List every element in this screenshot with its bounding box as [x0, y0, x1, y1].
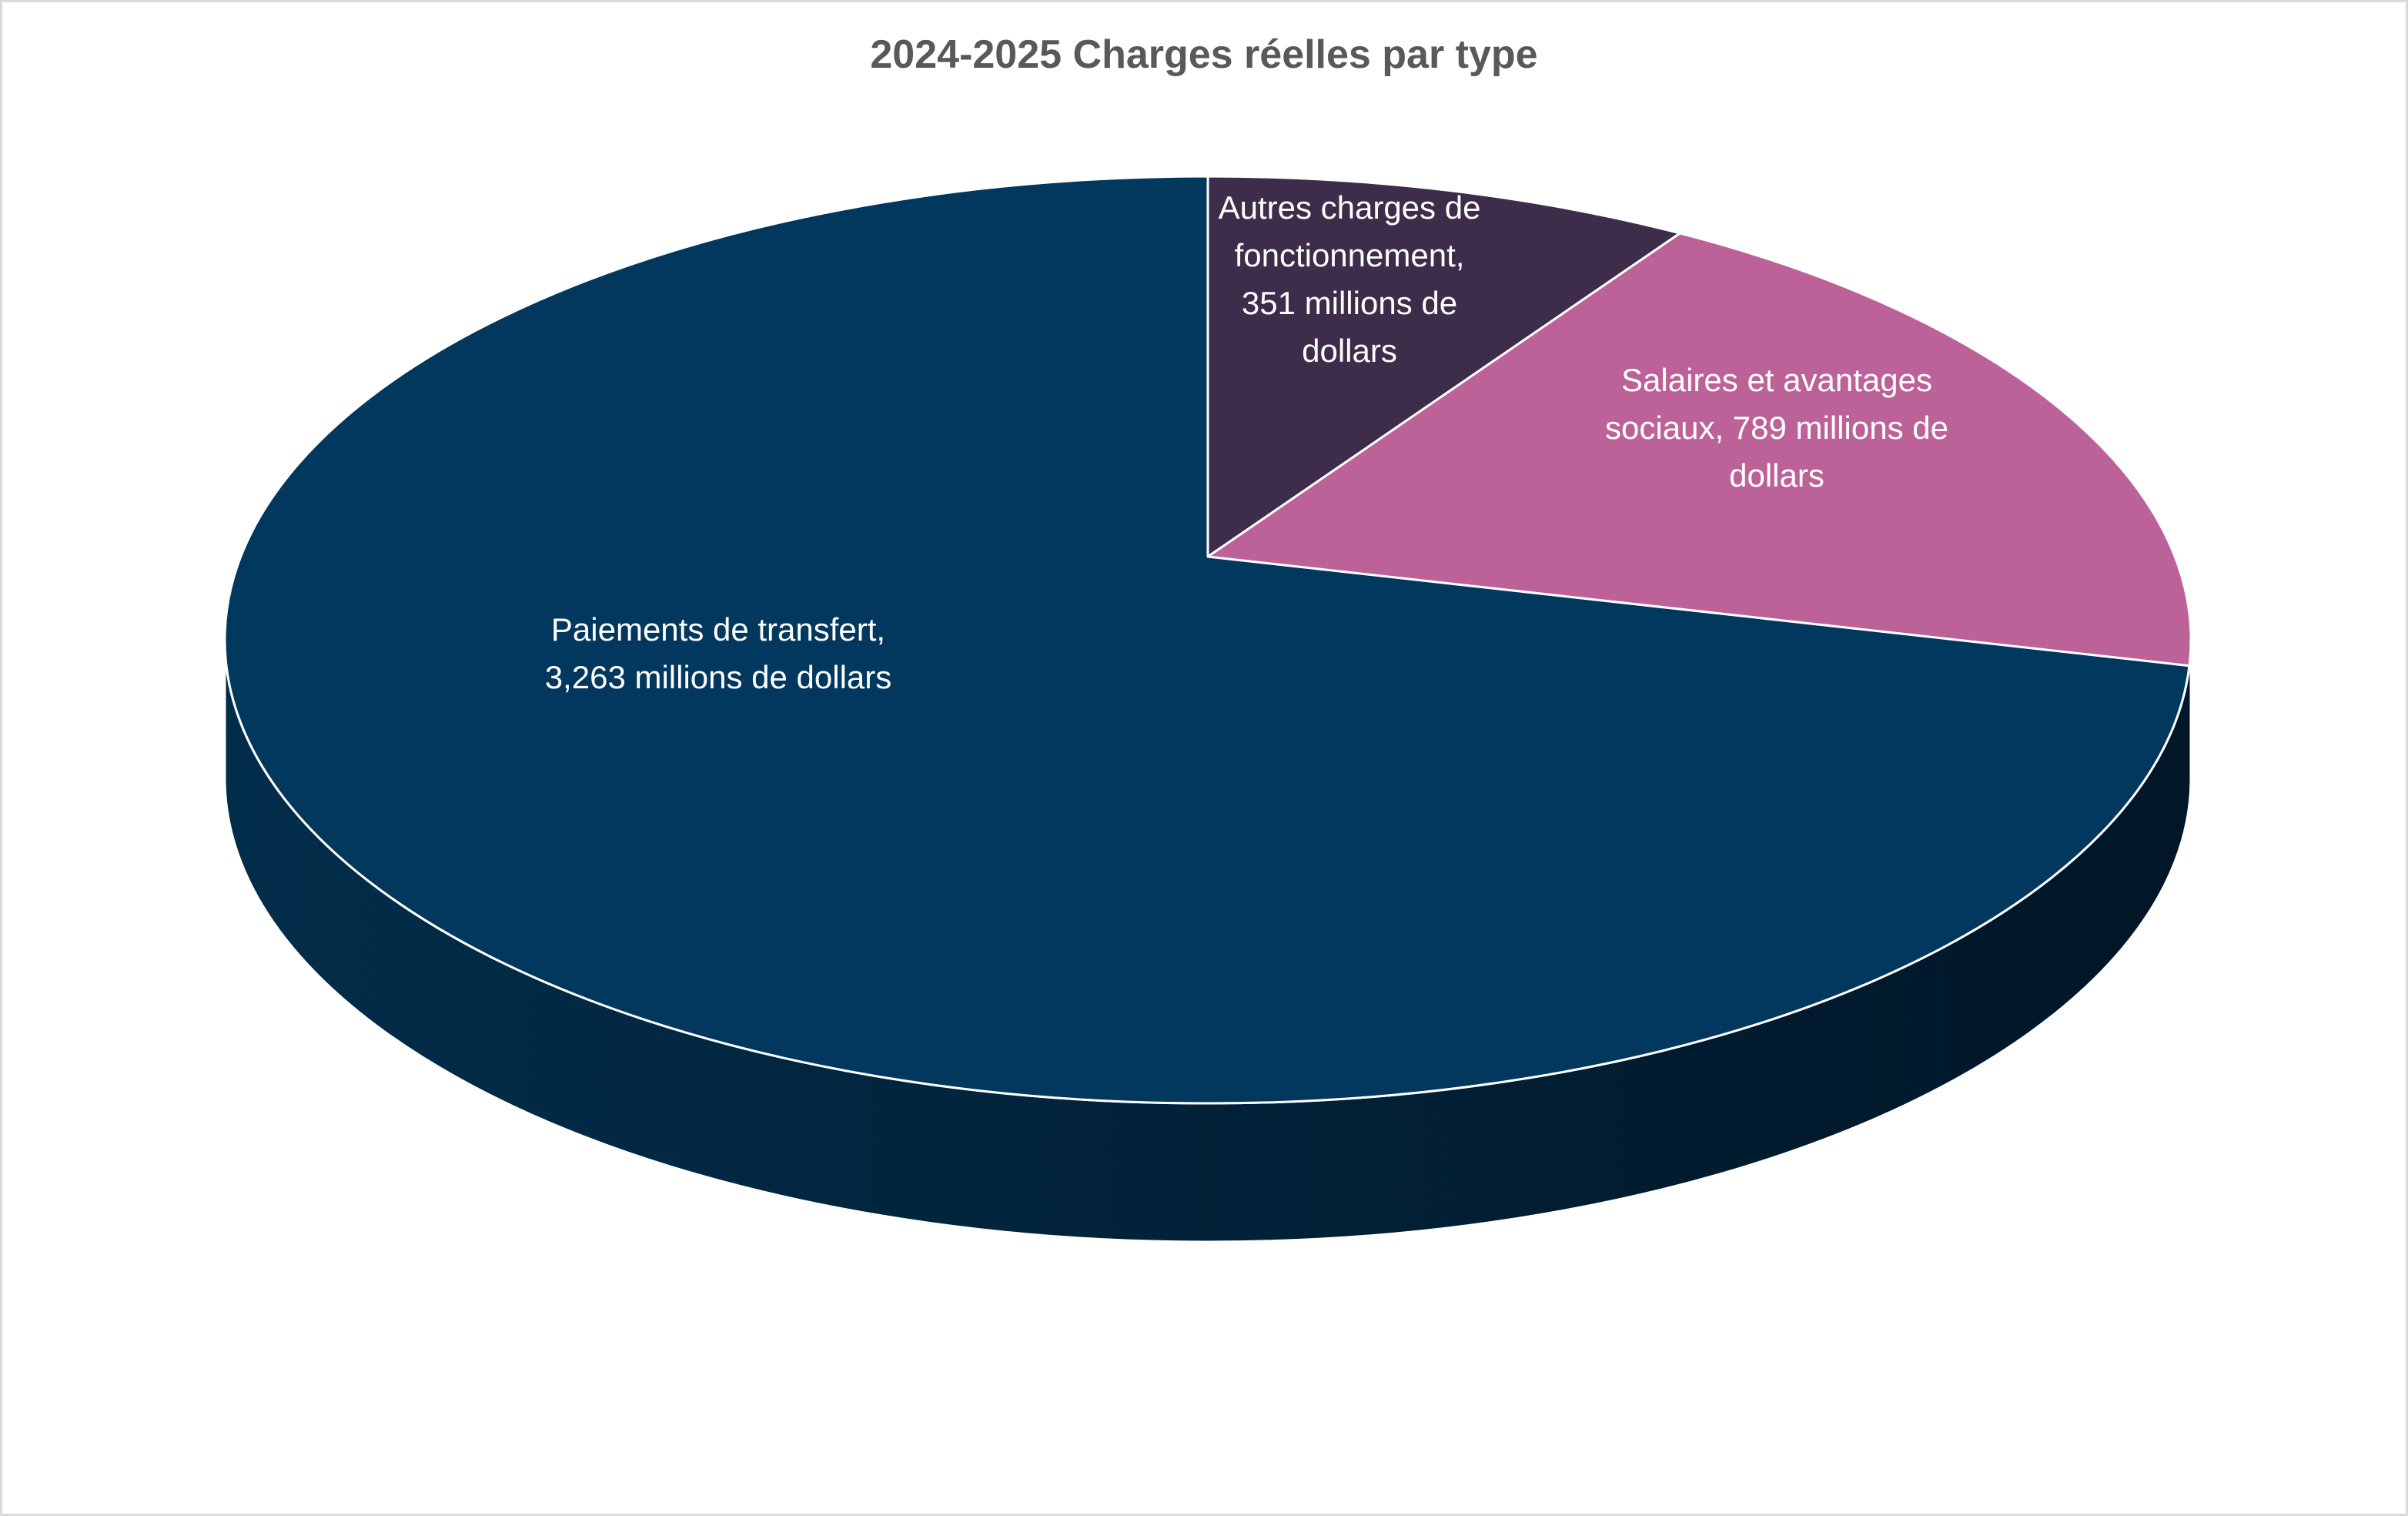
data-label-salaires: Salaires et avantages sociaux, 789 milli…: [1605, 362, 1948, 494]
slice-salaires: [1206, 232, 2192, 668]
data-label-autres: Autres charges de fonctionnement, 351 mi…: [1218, 189, 1481, 369]
slice-paiements: [223, 175, 2191, 1105]
data-label-paiements: Paiements de transfert, 3,263 millions d…: [544, 611, 892, 695]
slice-autres: [1206, 175, 1681, 558]
chart-title: 2024-2025 Charges réelles par type: [870, 32, 1538, 77]
